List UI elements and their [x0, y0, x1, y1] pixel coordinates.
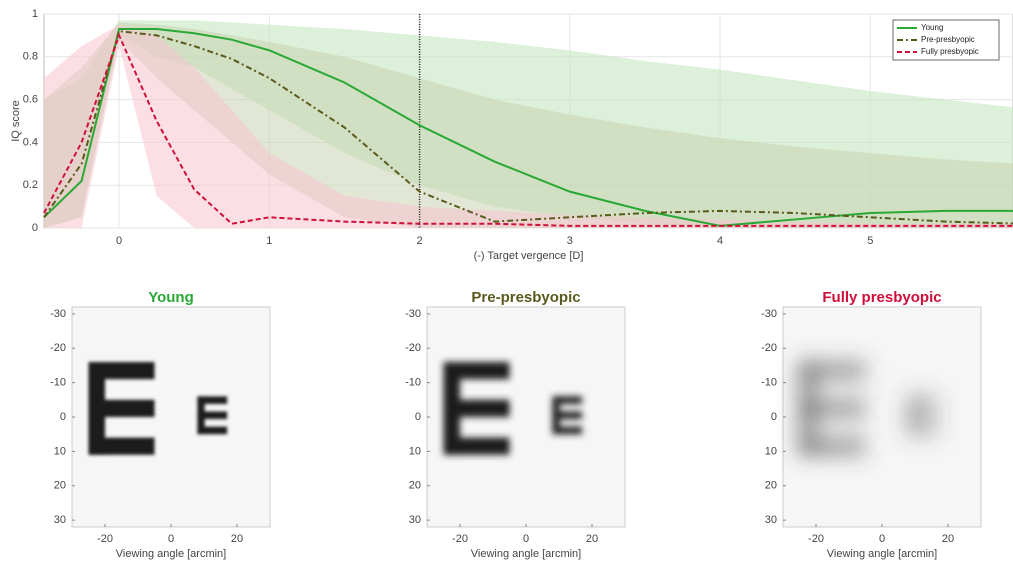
y-tick-label: -20: [50, 342, 66, 354]
y-tick-label: -30: [761, 308, 777, 320]
letter-stroke: [197, 412, 227, 420]
y-tick-label: 0: [771, 411, 777, 423]
letter-stroke: [89, 362, 155, 379]
x-tick-label: 20: [942, 533, 954, 545]
letter-stroke: [197, 396, 227, 404]
x-tick-label: 0: [168, 533, 174, 545]
letter-stroke: [800, 400, 866, 417]
y-tick-label: 10: [765, 445, 777, 457]
letter-stroke: [908, 412, 938, 420]
x-tick-label: 4: [717, 235, 723, 247]
y-tick-label: -30: [50, 308, 66, 320]
letter-stroke: [89, 400, 155, 417]
y-tick-label: 0: [60, 411, 66, 423]
letter-stroke: [800, 362, 866, 379]
y-tick-label: -20: [405, 342, 421, 354]
y-tick-label: 10: [54, 445, 66, 457]
letter-stroke: [444, 438, 510, 455]
y-tick-label: 0.8: [23, 51, 38, 63]
letter-stroke: [444, 400, 510, 417]
y-tick-label: 30: [765, 514, 777, 526]
x-tick-label: 1: [266, 235, 272, 247]
y-tick-label: -30: [405, 308, 421, 320]
y-axis-label: IQ score: [10, 100, 22, 142]
x-tick-label: -20: [452, 533, 468, 545]
x-tick-label: 0: [523, 533, 529, 545]
x-tick-label: 0: [879, 533, 885, 545]
x-tick-label: 0: [116, 235, 122, 247]
y-tick-label: 0: [415, 411, 421, 423]
letter-stroke: [908, 427, 938, 435]
panel-title: Pre-presbyopic: [471, 289, 580, 306]
x-tick-label: 5: [867, 235, 873, 247]
y-tick-label: 30: [409, 514, 421, 526]
panel-title: Fully presbyopic: [822, 289, 941, 306]
y-tick-label: 30: [54, 514, 66, 526]
y-tick-label: 20: [409, 480, 421, 492]
x-tick-label: -20: [808, 533, 824, 545]
x-tick-label: 2: [417, 235, 423, 247]
x-axis-label: (-) Target vergence [D]: [474, 250, 584, 262]
y-tick-label: -10: [761, 377, 777, 389]
y-tick-label: 0.4: [23, 136, 38, 148]
x-axis-label: Viewing angle [arcmin]: [116, 548, 226, 560]
x-axis-label: Viewing angle [arcmin]: [827, 548, 937, 560]
y-tick-label: 1: [32, 8, 38, 20]
legend-label: Young: [921, 23, 943, 32]
letter-stroke: [908, 396, 938, 404]
y-tick-label: 20: [765, 480, 777, 492]
x-tick-label: 3: [567, 235, 573, 247]
y-tick-label: 0.6: [23, 94, 38, 106]
letter-stroke: [444, 362, 510, 379]
letter-stroke: [89, 438, 155, 455]
y-tick-label: 20: [54, 480, 66, 492]
y-tick-label: 0.2: [23, 179, 38, 191]
y-tick-label: 0: [32, 222, 38, 234]
figure: 00.20.40.60.81012345(-) Target vergence …: [0, 0, 1013, 566]
x-tick-label: 20: [231, 533, 243, 545]
x-axis-label: Viewing angle [arcmin]: [471, 548, 581, 560]
panel-title: Young: [148, 289, 194, 306]
y-tick-label: -10: [50, 377, 66, 389]
y-tick-label: 10: [409, 445, 421, 457]
y-tick-label: -20: [761, 342, 777, 354]
x-tick-label: 20: [586, 533, 598, 545]
legend-label: Fully presbyopic: [921, 47, 979, 56]
letter-stroke: [197, 427, 227, 435]
x-tick-label: -20: [97, 533, 113, 545]
letter-stroke: [800, 438, 866, 455]
legend-label: Pre-presbyopic: [921, 35, 975, 44]
letter-stroke: [552, 412, 582, 420]
y-tick-label: -10: [405, 377, 421, 389]
letter-stroke: [552, 427, 582, 435]
letter-stroke: [552, 396, 582, 404]
